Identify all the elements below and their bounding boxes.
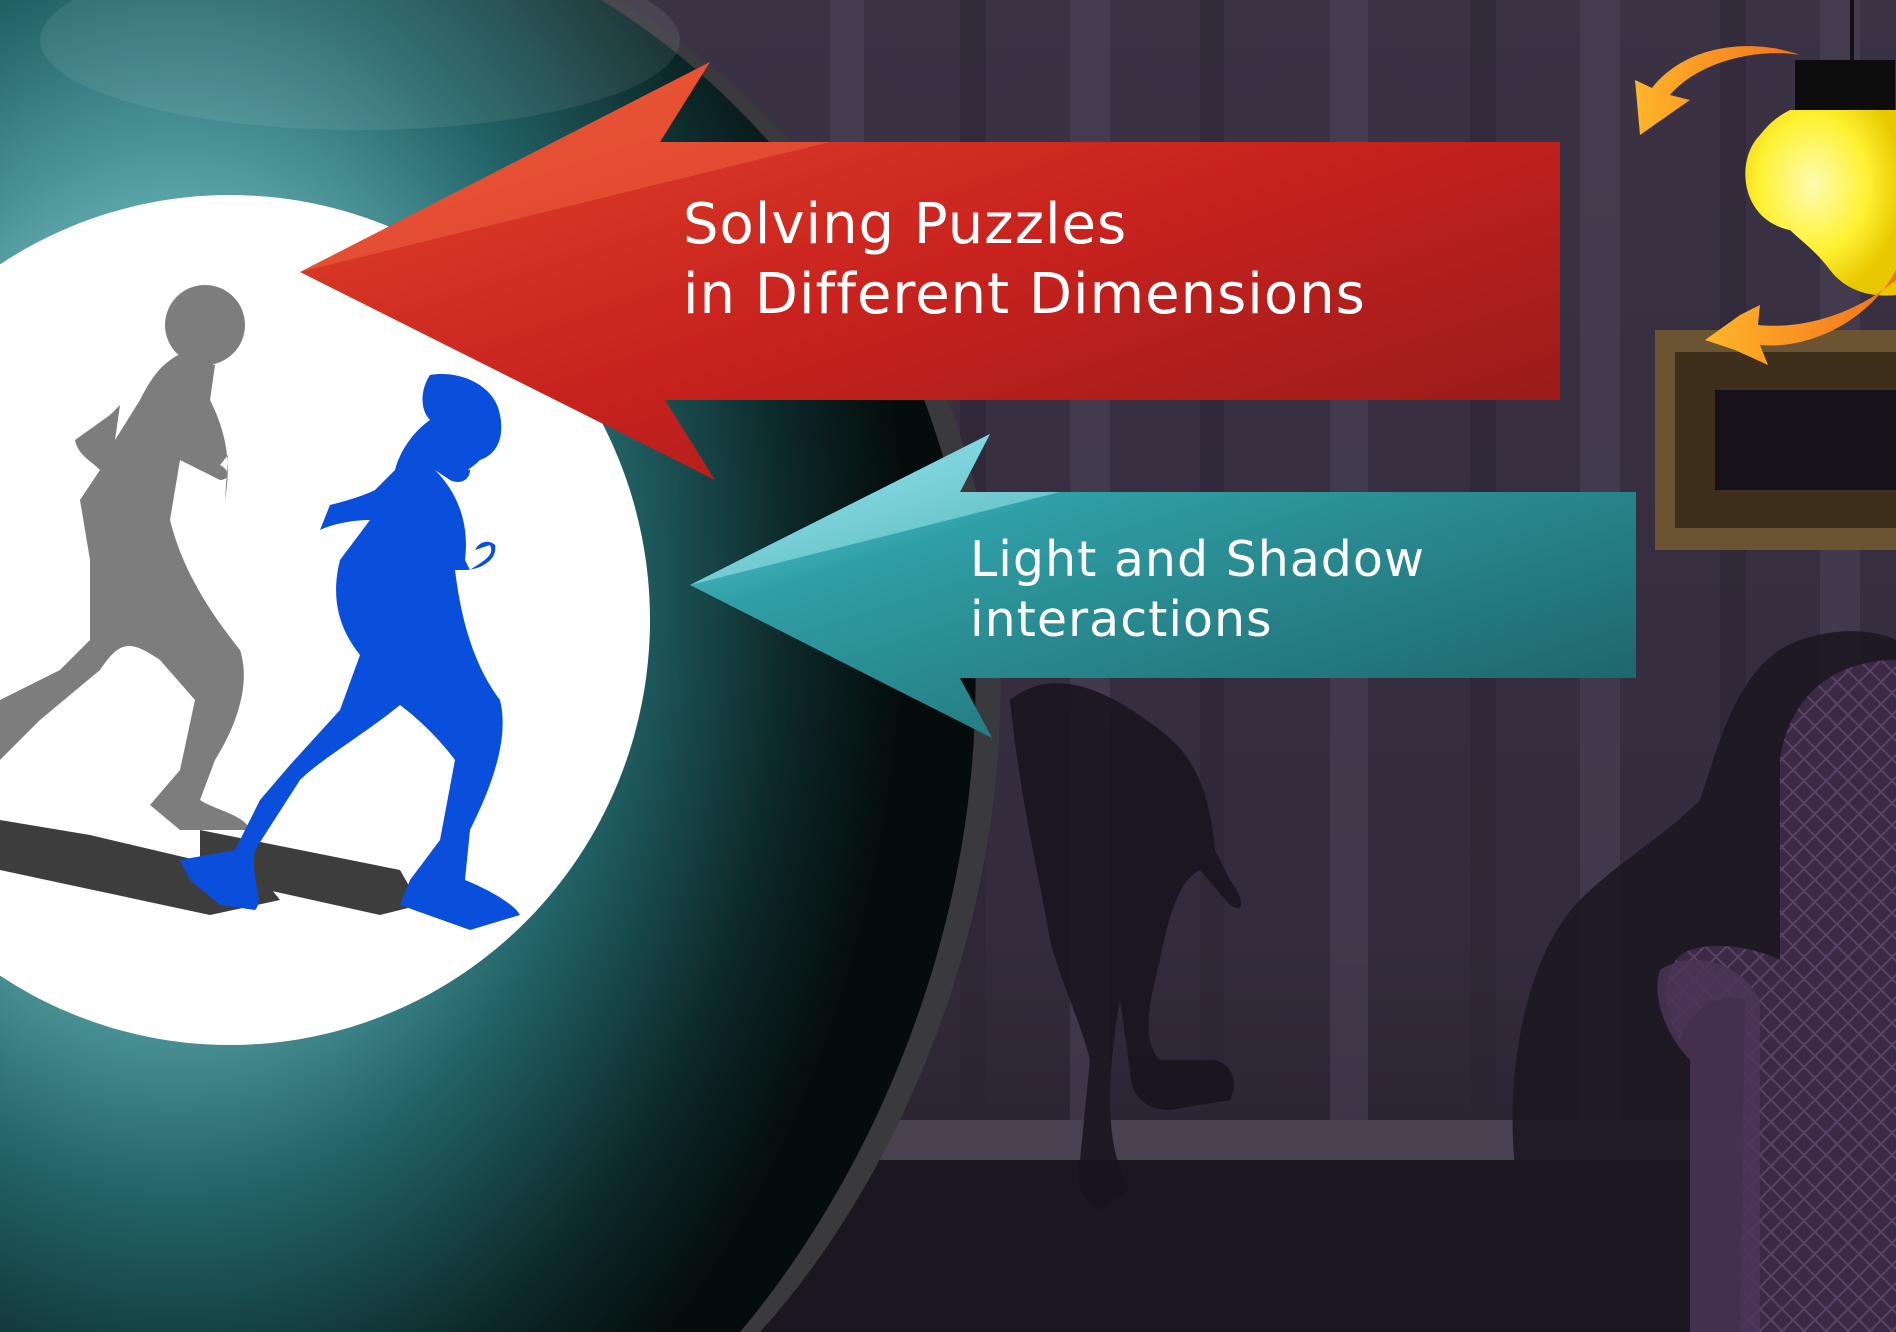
light-shadow-callout-line1: Light and Shadow xyxy=(970,531,1425,588)
picture-frame xyxy=(1655,330,1896,550)
light-shadow-callout: Light and Shadow interactions xyxy=(970,530,1425,650)
puzzles-callout-line1: Solving Puzzles xyxy=(683,192,1128,257)
rotate-arrows-icon xyxy=(1635,46,1896,365)
globe-highlight xyxy=(40,0,680,130)
puzzles-callout-shape xyxy=(300,62,1560,480)
armchair xyxy=(1657,660,1896,1332)
puzzles-callout-line2: in Different Dimensions xyxy=(683,262,1366,327)
runner-gray-silhouette xyxy=(0,285,250,830)
wall-shadow-figure xyxy=(1010,683,1242,1210)
light-shadow-callout-shape xyxy=(690,434,1636,738)
runner-blue-silhouette xyxy=(180,374,520,930)
light-bulb-icon xyxy=(1745,0,1896,296)
light-shadow-callout-line2: interactions xyxy=(970,591,1273,648)
puzzles-callout: Solving Puzzles in Different Dimensions xyxy=(683,190,1366,330)
